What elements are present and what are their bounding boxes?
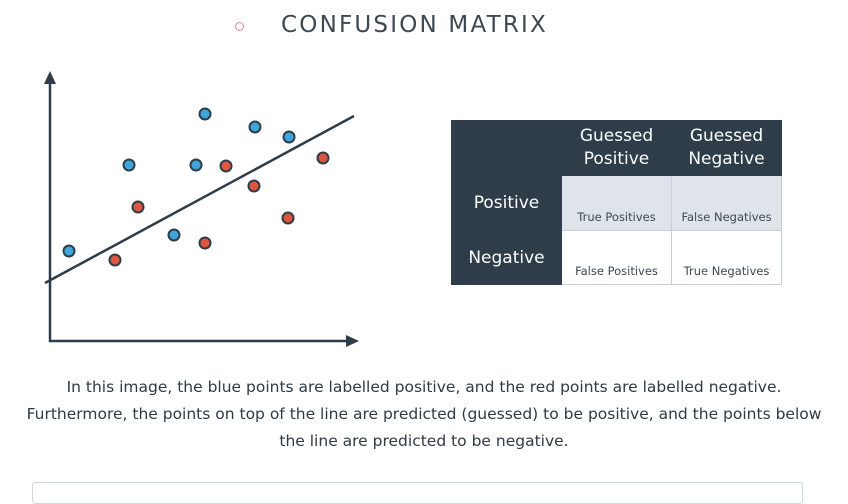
matrix-col-header-guessed-positive: Guessed Positive <box>561 120 672 176</box>
red-point <box>131 200 145 214</box>
section-title: CONFUSION MATRIX <box>281 12 548 38</box>
matrix-header-row: Guessed Positive Guessed Negative <box>451 120 782 176</box>
red-point <box>281 211 295 225</box>
red-point <box>198 236 212 250</box>
blue-points <box>62 107 296 258</box>
next-content-box <box>32 482 803 504</box>
matrix-cell-true-negatives: True Negatives <box>671 230 782 285</box>
red-points <box>108 151 330 267</box>
col-header-line2: Positive <box>583 149 650 169</box>
matrix-cell-false-positives: False Positives <box>561 230 672 285</box>
blue-point <box>282 130 296 144</box>
section-header: CONFUSION MATRIX <box>0 12 848 42</box>
col-header-line2: Negative <box>688 149 765 169</box>
red-point <box>219 159 233 173</box>
image-caption: In this image, the blue points are label… <box>26 378 822 450</box>
matrix-row-label-positive: Positive <box>451 175 562 231</box>
y-axis-arrow-icon <box>44 71 56 84</box>
col-header-line1: Guessed <box>689 126 764 146</box>
col-header-line1: Guessed <box>579 126 654 146</box>
red-point <box>247 179 261 193</box>
blue-point <box>248 120 262 134</box>
matrix-row-positive: Positive True Positives False Negatives <box>451 175 782 231</box>
red-point <box>108 253 122 267</box>
confusion-matrix-table: Guessed Positive Guessed Negative Positi… <box>451 120 782 285</box>
matrix-row-label-negative: Negative <box>451 230 562 285</box>
matrix-row-negative: Negative False Positives True Negatives <box>451 230 782 285</box>
plot-axes <box>44 71 359 347</box>
blue-point <box>189 158 203 172</box>
blue-point <box>167 228 181 242</box>
bullet-circle-icon <box>235 22 244 31</box>
matrix-col-header-guessed-negative: Guessed Negative <box>671 120 782 176</box>
x-axis-arrow-icon <box>346 335 359 347</box>
matrix-cell-true-positives: True Positives <box>561 175 672 231</box>
decision-line <box>44 114 355 285</box>
blue-point <box>122 158 136 172</box>
matrix-cell-false-negatives: False Negatives <box>671 175 782 231</box>
scatter-plot-illustration <box>44 71 359 347</box>
blue-point <box>62 244 76 258</box>
blue-point <box>198 107 212 121</box>
red-point <box>316 151 330 165</box>
matrix-corner-cell <box>451 120 562 176</box>
